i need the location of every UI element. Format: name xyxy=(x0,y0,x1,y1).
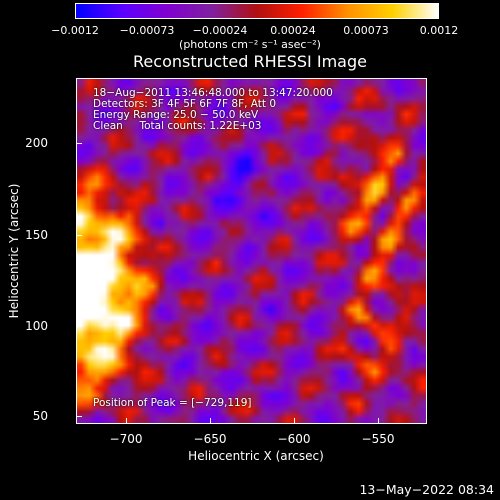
x-tick-label: −650 xyxy=(193,432,227,446)
colorbar-tick: −0.00024 xyxy=(192,24,248,37)
info-energy-range: Energy Range: 25.0 − 50.0 keV xyxy=(93,109,259,121)
x-tick-mark xyxy=(210,418,211,424)
y-tick-label: 50 xyxy=(32,409,48,423)
y-tick-mark xyxy=(76,143,82,144)
timestamp: 13−May−2022 08:34 xyxy=(359,482,494,497)
y-tick-mark xyxy=(76,235,82,236)
colorbar-tick: −0.00073 xyxy=(119,24,175,37)
y-tick-mark xyxy=(76,416,82,417)
y-tick-label: 100 xyxy=(25,319,48,333)
y-axis-label: Heliocentric Y (arcsec) xyxy=(7,183,21,319)
colorbar-tick: 0.00073 xyxy=(343,24,389,37)
colorbar xyxy=(75,3,439,19)
y-tick-label: 150 xyxy=(25,228,48,242)
x-tick-label: −700 xyxy=(109,432,143,446)
x-axis-label: Heliocentric X (arcsec) xyxy=(188,449,324,463)
x-tick-mark xyxy=(378,418,379,424)
x-tick-label: −550 xyxy=(361,432,395,446)
colorbar-tick: −0.0012 xyxy=(51,24,99,37)
info-peak-position: Position of Peak = [−729,119] xyxy=(93,397,252,409)
info-time-range: 18−Aug−2011 13:46:48.000 to 13:47:20.000 xyxy=(93,87,333,99)
y-tick-label: 200 xyxy=(25,136,48,150)
colorbar-tick: 0.0012 xyxy=(419,24,459,37)
colorbar-tick: 0.00024 xyxy=(270,24,316,37)
info-clean-counts: Clean Total counts: 1.22E+03 xyxy=(93,120,262,132)
rhessi-image-canvas xyxy=(77,79,426,423)
rhessi-image-plot[interactable] xyxy=(76,78,427,424)
x-tick-mark xyxy=(126,418,127,424)
info-detectors: Detectors: 3F 4F 5F 6F 7F 8F, Att 0 xyxy=(93,98,277,110)
x-tick-mark xyxy=(294,418,295,424)
x-tick-label: −600 xyxy=(277,432,311,446)
colorbar-units: (photons cm⁻² s⁻¹ asec⁻²) xyxy=(179,38,321,51)
image-title: Reconstructed RHESSI Image xyxy=(133,52,367,71)
y-tick-mark xyxy=(76,326,82,327)
